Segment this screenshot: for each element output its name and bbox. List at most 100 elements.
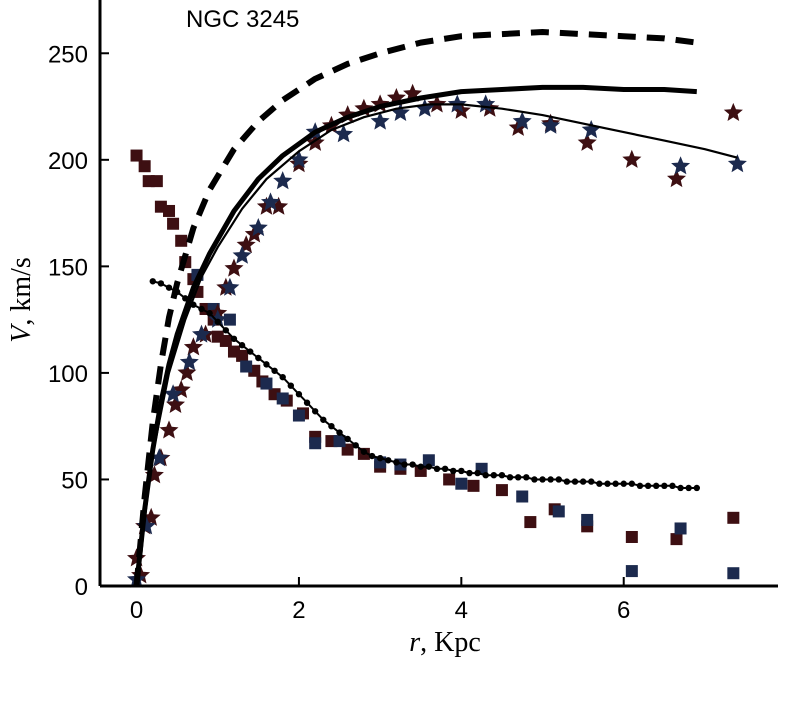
y-tick-label: 250 — [48, 41, 88, 68]
data-point-dot — [555, 476, 562, 483]
data-point-dot — [222, 327, 230, 334]
data-point-square — [167, 217, 180, 230]
data-point-star — [149, 448, 169, 467]
data-point-star — [512, 111, 532, 130]
data-point-square — [260, 377, 273, 390]
data-point-square — [727, 511, 740, 524]
data-point-star — [220, 277, 240, 296]
series-layer — [127, 29, 747, 588]
x-axis-variable: r — [409, 627, 420, 658]
data-point-dot — [531, 476, 538, 483]
data-point-dot — [295, 391, 303, 398]
data-point-dot — [685, 484, 692, 492]
data-point-dot — [157, 280, 165, 287]
data-point-dot — [336, 429, 343, 436]
data-point-square — [422, 454, 435, 467]
y-tick-label: 50 — [61, 467, 88, 494]
data-point-dot — [571, 478, 579, 485]
data-point-star — [415, 98, 435, 117]
y-tick-label: 200 — [48, 148, 88, 175]
data-point-star — [541, 115, 561, 134]
data-point-dot — [401, 461, 408, 468]
data-point-dot — [490, 471, 498, 479]
y-axis-unit: km/s — [6, 257, 37, 311]
axes — [98, 0, 778, 588]
data-point-star — [141, 507, 161, 526]
series-stars-dark-blue — [127, 94, 747, 588]
y-tick-label: 100 — [48, 361, 88, 388]
data-point-dot — [385, 457, 392, 464]
data-point-star — [224, 258, 244, 277]
data-point-square — [670, 533, 683, 546]
data-point-square — [467, 479, 480, 492]
data-point-dot — [182, 295, 189, 302]
x-axis-title: r, Kpc — [409, 627, 481, 658]
data-point-square — [516, 490, 529, 503]
data-point-dot — [287, 382, 295, 389]
data-point-star — [390, 102, 410, 121]
data-point-star — [289, 149, 309, 168]
data-point-dot — [360, 448, 368, 455]
data-point-dot — [198, 305, 205, 313]
ticks: 0 2 4 6 0 50 100 150 200 250 — [48, 41, 630, 624]
data-point-square — [443, 473, 456, 486]
dots-dotted-line — [149, 278, 701, 492]
data-point-dot — [409, 461, 416, 468]
data-point-star — [577, 132, 597, 151]
y-axis-separator: , — [6, 312, 37, 326]
data-point-square — [292, 409, 305, 422]
data-point-dot — [311, 408, 319, 415]
data-point-dot — [368, 452, 376, 460]
data-point-dot — [393, 459, 400, 466]
data-point-dot — [255, 354, 262, 362]
data-point-dot — [230, 335, 238, 343]
data-point-dot — [498, 471, 506, 479]
data-point-dot — [653, 482, 660, 490]
data-point-dot — [263, 361, 270, 368]
data-point-star — [581, 120, 601, 139]
data-point-square — [625, 530, 638, 543]
plot-title: NGC 3245 — [186, 6, 299, 33]
data-point-square — [150, 175, 163, 188]
x-tick-label: 0 — [130, 597, 143, 624]
data-point-square — [223, 313, 236, 326]
data-point-dot — [506, 474, 514, 481]
data-point-dot — [596, 480, 603, 487]
data-point-square — [524, 516, 537, 529]
data-point-square — [219, 334, 232, 347]
data-point-square — [581, 513, 594, 526]
data-point-star — [269, 196, 289, 215]
data-point-dot — [677, 484, 684, 492]
line-model-thick — [134, 84, 697, 587]
data-point-dot — [514, 474, 522, 481]
data-point-dot — [238, 342, 246, 349]
data-point-dot — [417, 463, 424, 470]
data-point-dot — [612, 480, 619, 487]
data-point-square — [240, 360, 253, 373]
data-point-dot — [450, 467, 457, 475]
data-point-dot — [579, 478, 587, 485]
data-point-star — [370, 111, 390, 130]
data-point-dot — [636, 482, 644, 490]
data-point-dot — [214, 318, 221, 325]
line-model-dashed — [133, 29, 698, 587]
x-axis-separator: , — [420, 627, 434, 658]
data-point-square — [138, 160, 151, 173]
data-point-dot — [620, 480, 627, 487]
data-point-square — [495, 484, 508, 497]
data-point-star — [159, 420, 179, 439]
data-point-star — [667, 169, 686, 188]
data-point-dot — [466, 469, 473, 477]
data-point-dot — [247, 348, 254, 355]
data-point-dot — [328, 422, 335, 430]
y-tick-label: 150 — [48, 254, 88, 281]
data-point-star — [727, 154, 747, 173]
data-point-dot — [165, 284, 173, 291]
data-point-dot — [271, 367, 278, 374]
data-point-dot — [433, 465, 441, 472]
data-point-dot — [523, 474, 530, 481]
x-tick-label: 2 — [292, 597, 305, 624]
data-point-star — [166, 394, 185, 413]
x-tick-label: 4 — [455, 597, 468, 624]
